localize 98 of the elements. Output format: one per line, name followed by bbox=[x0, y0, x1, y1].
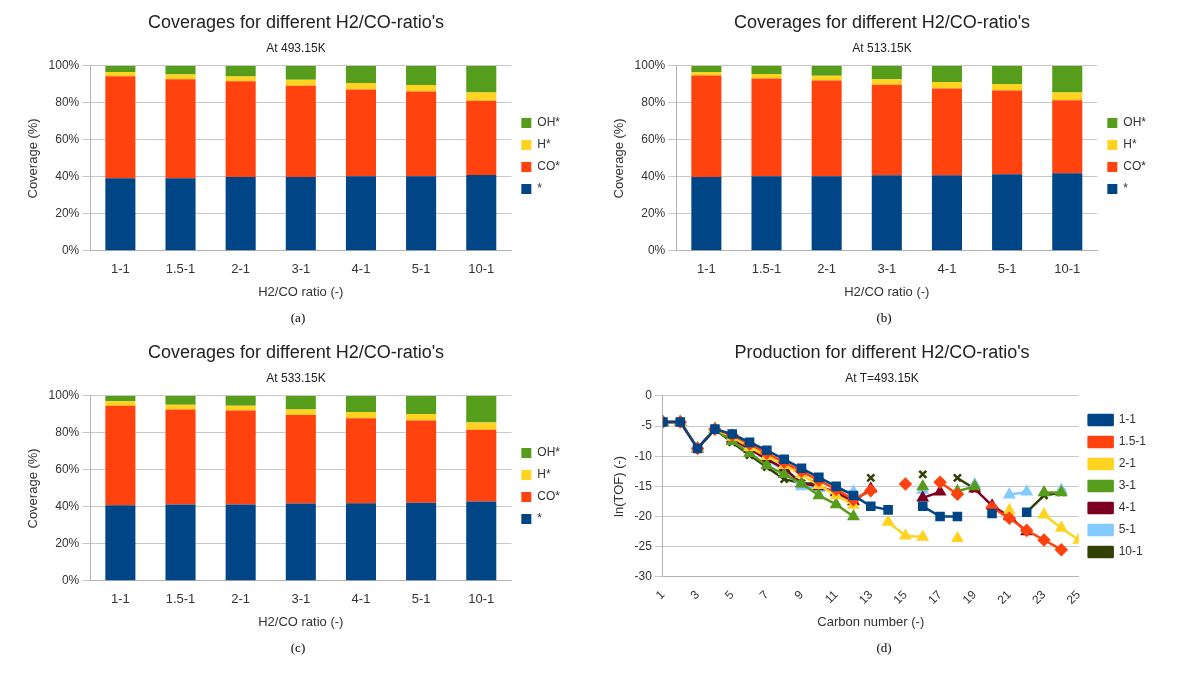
x-tick-label: 1-1 bbox=[110, 261, 130, 277]
legend-label: 10-1 bbox=[1118, 544, 1143, 559]
legend-label: H* bbox=[1123, 137, 1137, 152]
y-axis-title: Coverage (%) bbox=[25, 118, 41, 199]
x-tick-label: 5-1 bbox=[997, 261, 1017, 277]
y-tick-label: 100% bbox=[48, 388, 80, 403]
legend-label: 5-1 bbox=[1118, 522, 1137, 537]
legend-label: CO* bbox=[537, 159, 561, 174]
y-tick-label: 60% bbox=[55, 462, 80, 477]
y-tick-label: 20% bbox=[55, 206, 80, 221]
legend-label: OH* bbox=[1123, 115, 1147, 130]
x-tick-label: 1-1 bbox=[696, 261, 716, 277]
legend-label: H* bbox=[537, 467, 551, 482]
y-tick-label: 20% bbox=[641, 206, 666, 221]
legend-label: * bbox=[537, 181, 543, 196]
y-tick-label: 80% bbox=[55, 425, 80, 440]
x-tick-label: 3 bbox=[687, 587, 703, 603]
x-axis-title: H2/CO ratio (-) bbox=[258, 613, 344, 629]
y-axis-title: ln(TOF) (-) bbox=[611, 455, 627, 517]
x-tick-label: 7 bbox=[756, 587, 772, 603]
chart-title: Production for different H2/CO-ratio's bbox=[734, 341, 1030, 362]
legend-label: OH* bbox=[537, 445, 561, 460]
text: (b) bbox=[876, 310, 892, 326]
x-tick-label: 5-1 bbox=[411, 591, 431, 607]
x-tick-label: 1.5-1 bbox=[165, 591, 196, 607]
x-tick-label: 10-1 bbox=[1054, 261, 1081, 277]
y-tick-label: 0% bbox=[61, 243, 80, 258]
y-tick-label: -15 bbox=[634, 478, 653, 493]
y-tick-label: 40% bbox=[641, 169, 666, 184]
legend-label: CO* bbox=[537, 489, 561, 504]
y-tick-label: -5 bbox=[641, 418, 653, 433]
x-tick-label: 13 bbox=[855, 587, 876, 607]
y-tick-label: -10 bbox=[634, 448, 653, 463]
x-axis-title: H2/CO ratio (-) bbox=[844, 283, 930, 299]
x-tick-label: 23 bbox=[1029, 587, 1049, 607]
x-tick-label: 3-1 bbox=[291, 261, 311, 277]
y-tick-label: 40% bbox=[55, 169, 80, 184]
legend-label: H* bbox=[537, 137, 551, 152]
x-tick-label: 11 bbox=[821, 587, 841, 607]
legend-label: OH* bbox=[537, 115, 561, 130]
legend-label: 3-1 bbox=[1118, 478, 1137, 493]
x-tick-label: 2-1 bbox=[817, 261, 837, 277]
y-tick-label: 80% bbox=[55, 95, 80, 110]
x-tick-label: 2-1 bbox=[231, 261, 251, 277]
x-tick-label: 5 bbox=[722, 587, 737, 603]
y-tick-label: 100% bbox=[634, 58, 666, 73]
y-tick-label: -30 bbox=[634, 569, 653, 584]
legend-label: 4-1 bbox=[1118, 500, 1137, 515]
x-tick-label: 4-1 bbox=[937, 261, 957, 277]
chart-title: Coverages for different H2/CO-ratio's bbox=[147, 341, 445, 362]
legend-label: 2-1 bbox=[1118, 456, 1137, 471]
y-axis-title: Coverage (%) bbox=[611, 118, 627, 199]
legend-label: 1.5-1 bbox=[1118, 434, 1147, 449]
y-tick-label: 20% bbox=[55, 536, 80, 551]
x-tick-label: 21 bbox=[994, 587, 1015, 607]
y-tick-label: 0% bbox=[61, 573, 80, 588]
x-axis-title: H2/CO ratio (-) bbox=[258, 283, 344, 299]
x-tick-label: 3-1 bbox=[291, 591, 311, 607]
legend-label: CO* bbox=[1123, 159, 1147, 174]
chart-title: Coverages for different H2/CO-ratio's bbox=[733, 11, 1031, 32]
x-tick-label: 5-1 bbox=[411, 261, 431, 277]
chart-title: Coverages for different H2/CO-ratio's bbox=[147, 11, 445, 32]
y-axis-title: Coverage (%) bbox=[25, 448, 41, 529]
y-tick-label: 60% bbox=[55, 132, 80, 147]
x-tick-label: 9 bbox=[791, 587, 807, 603]
x-tick-label: 10-1 bbox=[468, 261, 495, 277]
chart-subtitle: At 493.15K bbox=[266, 41, 326, 56]
legend-label: * bbox=[537, 511, 543, 526]
y-tick-label: -25 bbox=[634, 538, 653, 553]
y-tick-label: 0% bbox=[647, 243, 666, 258]
x-tick-label: 1.5-1 bbox=[751, 261, 782, 277]
y-tick-label: 40% bbox=[55, 499, 80, 514]
x-tick-label: 4-1 bbox=[351, 261, 371, 277]
x-tick-label: 17 bbox=[925, 587, 945, 607]
chart-subtitle: At 533.15K bbox=[266, 371, 326, 386]
y-tick-label: -20 bbox=[634, 508, 653, 523]
legend-label: 1-1 bbox=[1118, 412, 1137, 427]
x-tick-label: 10-1 bbox=[468, 591, 495, 607]
x-tick-label: 2-1 bbox=[231, 591, 251, 607]
chart-subtitle: At 513.15K bbox=[852, 41, 912, 56]
x-tick-label: 1.5-1 bbox=[165, 261, 196, 277]
text: (a) bbox=[290, 310, 306, 326]
x-tick-label: 25 bbox=[1063, 587, 1084, 607]
y-tick-label: 0 bbox=[645, 388, 653, 403]
x-tick-label: 15 bbox=[890, 587, 911, 607]
x-tick-label: 4-1 bbox=[351, 591, 371, 607]
y-tick-label: 60% bbox=[641, 132, 666, 147]
text: (c) bbox=[290, 640, 306, 656]
y-tick-label: 100% bbox=[48, 58, 80, 73]
y-tick-label: 80% bbox=[641, 95, 666, 110]
legend-label: * bbox=[1123, 181, 1129, 196]
x-tick-label: 3-1 bbox=[877, 261, 897, 277]
chart-subtitle: At T=493.15K bbox=[845, 371, 919, 386]
x-tick-label: 19 bbox=[959, 587, 980, 607]
text: (d) bbox=[876, 640, 892, 656]
x-tick-label: 1-1 bbox=[110, 591, 130, 607]
x-axis-title: Carbon number (-) bbox=[817, 613, 925, 629]
x-tick-label: 1 bbox=[652, 587, 668, 603]
